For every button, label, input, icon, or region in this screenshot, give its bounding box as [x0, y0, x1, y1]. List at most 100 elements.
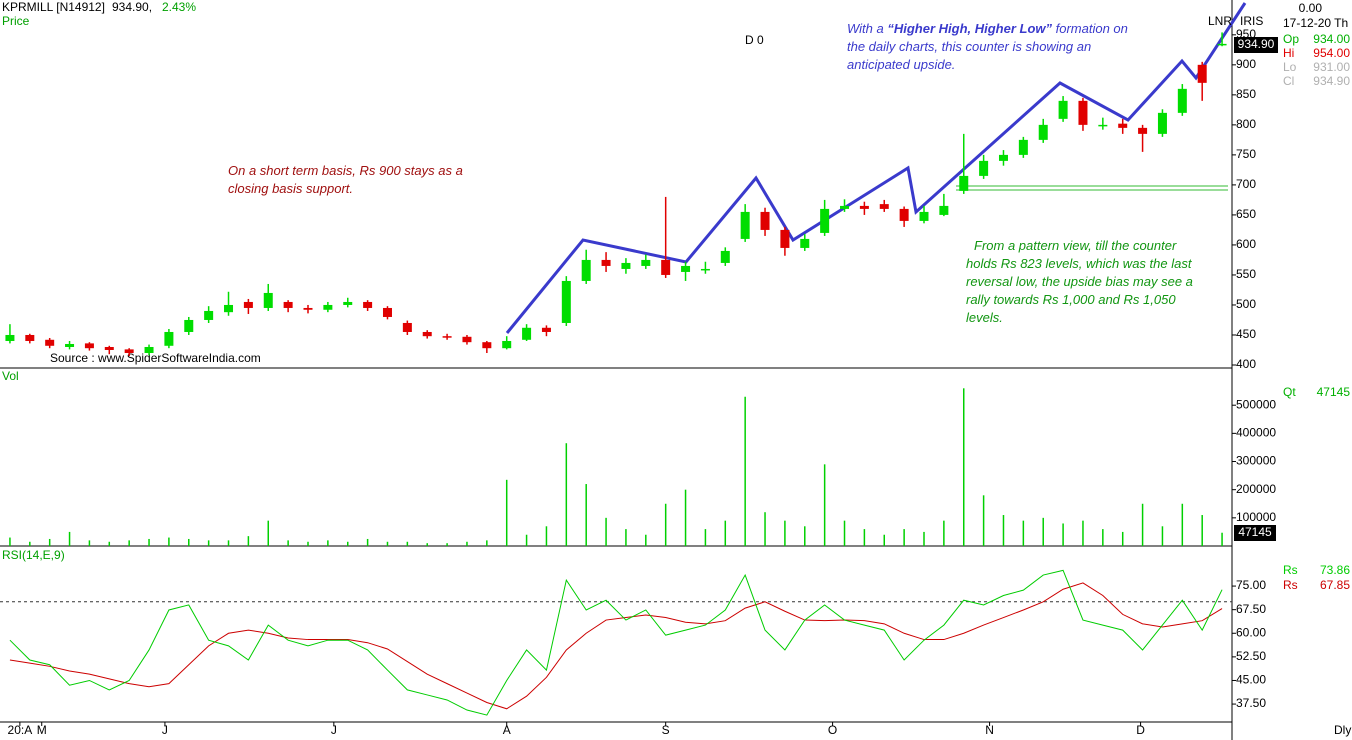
volume-bar: [525, 534, 528, 546]
quote-name: Cl: [1283, 74, 1294, 88]
candle-body: [561, 280, 571, 323]
note-green: From a pattern view, till the counter ho…: [966, 238, 1193, 325]
candle-body: [899, 208, 909, 221]
x-tick-label: 20:A: [8, 723, 33, 737]
volume-bar: [1102, 529, 1104, 546]
x-tick-label: J: [162, 723, 168, 737]
candle-body: [104, 346, 114, 350]
candle-body: [1038, 124, 1048, 140]
candle-body: [363, 301, 373, 308]
note-bold: “Higher High, Higher Low”: [887, 21, 1053, 36]
volume-bar: [1181, 503, 1184, 546]
rsi-line: [9, 569, 1223, 716]
volume-bar: [1161, 526, 1164, 546]
candle-body: [1177, 88, 1187, 113]
y-tick-label: 400: [1236, 357, 1256, 371]
candle-body: [1058, 100, 1068, 119]
candle-body: [879, 204, 889, 209]
volume-bar: [406, 541, 409, 546]
volume-bar: [446, 543, 448, 546]
series-name: Rs: [1283, 578, 1298, 592]
candle-body: [959, 175, 969, 191]
y-tick-label: 45.00: [1236, 673, 1266, 687]
candle-body: [482, 342, 492, 349]
x-tick-label: D: [1136, 723, 1145, 737]
date: 17-12-20 Th: [1283, 16, 1348, 30]
volume-bar: [605, 517, 607, 546]
y-tick-label: 100000: [1236, 510, 1276, 524]
volume-bar: [366, 538, 369, 546]
candle-body: [283, 301, 293, 308]
volume-bar: [585, 484, 587, 546]
candle-body: [939, 205, 949, 215]
candle-body: [700, 268, 710, 271]
last-price: 934.90,: [112, 0, 152, 14]
candle-body: [780, 229, 790, 248]
volume-bar: [545, 526, 548, 546]
y-tick-label: 67.50: [1236, 602, 1266, 616]
quote-value: 934.00: [1313, 32, 1350, 46]
volume-label: Qt: [1283, 385, 1296, 399]
series-value: 67.85: [1320, 578, 1350, 592]
volume-bar: [207, 540, 210, 546]
volume-bar: [664, 503, 667, 546]
volume-bar: [307, 541, 309, 546]
volume-value: 47145: [1317, 385, 1351, 399]
y-tick-label: 37.50: [1236, 696, 1266, 710]
volume-bar: [1082, 520, 1084, 546]
candle-body: [224, 304, 234, 313]
volume-bar: [486, 540, 488, 546]
volume-bar: [565, 443, 568, 546]
volume-bar: [227, 540, 230, 546]
volume-bar: [764, 512, 766, 546]
candle-body: [919, 211, 929, 221]
candle-body: [681, 265, 691, 272]
y-tick-label: 700: [1236, 177, 1256, 191]
last-badge: [1234, 37, 1278, 53]
candle-body: [740, 211, 750, 239]
candle-body: [1118, 123, 1128, 128]
y-tick-label: 900: [1236, 57, 1256, 71]
candle-body: [720, 250, 730, 263]
volume-bar: [883, 534, 886, 546]
quote-value: 931.00: [1313, 60, 1350, 74]
candle-body: [422, 331, 432, 337]
candle-body: [502, 340, 512, 349]
y-tick-label: 650: [1236, 207, 1256, 221]
panel-title: RSI(14,E,9): [2, 548, 65, 562]
candle-body: [820, 208, 830, 233]
candle-body: [661, 259, 671, 275]
volume-bar: [823, 464, 826, 546]
candle-body: [760, 211, 770, 230]
candle-body: [601, 259, 611, 266]
candle-body: [1078, 100, 1088, 125]
volume-bar: [684, 489, 687, 546]
periodicity: Dly: [1334, 723, 1351, 737]
volume-bar: [9, 537, 11, 546]
volume-bar: [148, 538, 150, 546]
volume-bar: [804, 526, 806, 546]
volume-bar: [1141, 503, 1144, 546]
candle-body: [323, 304, 333, 310]
tag: LNR: [1208, 14, 1232, 28]
trend-zigzag: [505, 2, 1247, 334]
y-tick-label: 750: [1236, 147, 1256, 161]
x-tick-label: S: [662, 723, 670, 737]
symbol: KPRMILL [N14912]: [2, 0, 105, 14]
volume-bar: [982, 495, 985, 546]
candle-body: [5, 334, 15, 341]
y-tick-label: 950: [1236, 27, 1256, 41]
note-red: On a short term basis, Rs 900 stays as a…: [228, 163, 463, 196]
candle-body: [442, 336, 452, 338]
candle-body: [84, 343, 94, 349]
x-tick-label: O: [828, 723, 837, 737]
volume-bar: [843, 520, 846, 546]
note-text: formation on the daily charts, this coun…: [847, 21, 1128, 72]
candle-body: [1098, 124, 1108, 127]
y-tick-label: 75.00: [1236, 578, 1266, 592]
volume-bar: [784, 520, 786, 546]
volume-bar: [267, 520, 270, 546]
candle-body: [979, 160, 989, 176]
volume-bar: [1201, 515, 1203, 546]
